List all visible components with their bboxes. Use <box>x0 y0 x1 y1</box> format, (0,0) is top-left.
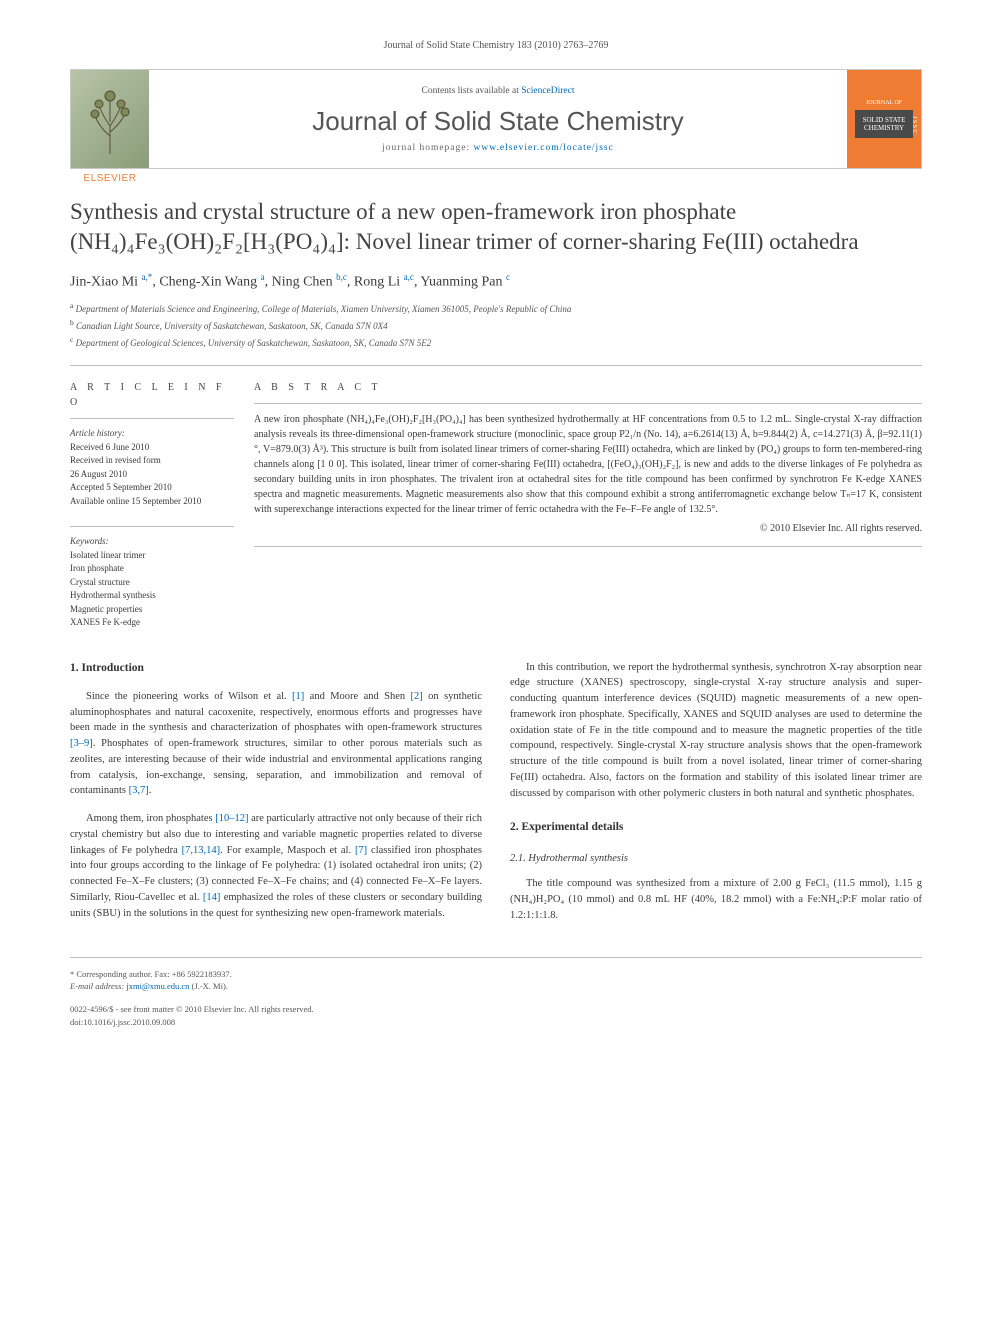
homepage-line: journal homepage: www.elsevier.com/locat… <box>382 143 614 153</box>
corresponding-author: * Corresponding author. Fax: +86 5922183… <box>70 966 922 981</box>
affiliations: a Department of Materials Science and En… <box>70 300 922 351</box>
history-revised-1: Received in revised form <box>70 454 234 468</box>
journal-title: Journal of Solid State Chemistry <box>312 106 683 137</box>
history-received: Received 6 June 2010 <box>70 441 234 455</box>
section-2-1-heading: 2.1. Hydrothermal synthesis <box>510 851 922 867</box>
body-columns: 1. Introduction Since the pioneering wor… <box>70 660 922 935</box>
keyword: XANES Fe K-edge <box>70 616 234 630</box>
ref-link[interactable]: [2] <box>411 691 423 702</box>
homepage-prefix: journal homepage: <box>382 143 473 153</box>
history-online: Available online 15 September 2010 <box>70 495 234 509</box>
section-rule <box>70 365 922 366</box>
section-2-heading: 2. Experimental details <box>510 819 922 836</box>
intro-para-1: Since the pioneering works of Wilson et … <box>70 689 482 799</box>
ref-link[interactable]: [3,7] <box>129 785 149 796</box>
affiliation-a: a Department of Materials Science and En… <box>70 300 922 317</box>
running-header: Journal of Solid State Chemistry 183 (20… <box>70 40 922 51</box>
ref-link[interactable]: [7] <box>355 845 367 856</box>
email-line: E-mail address: jxmi@xmu.edu.cn (J.-X. M… <box>70 980 922 993</box>
cover-top-label: JOURNAL OF <box>866 100 902 107</box>
sciencedirect-link[interactable]: ScienceDirect <box>521 86 574 96</box>
ref-link[interactable]: [14] <box>203 892 221 903</box>
author-list: Jin-Xiao Mi a,*, Cheng-Xin Wang a, Ning … <box>70 272 922 291</box>
article-title: Synthesis and crystal structure of a new… <box>70 197 922 258</box>
intro-para-3: In this contribution, we report the hydr… <box>510 660 922 802</box>
keyword: Isolated linear trimer <box>70 549 234 563</box>
journal-cover-thumb: JOURNAL OF SOLID STATE CHEMISTRY J S S C <box>847 70 921 168</box>
abstract-text: A new iron phosphate (NH₄)₄Fe₃(OH)₂F₂[H₃… <box>254 412 922 517</box>
ref-link[interactable]: [1] <box>292 691 304 702</box>
history-accepted: Accepted 5 September 2010 <box>70 481 234 495</box>
issn-line: 0022-4596/$ - see front matter © 2010 El… <box>70 1003 922 1016</box>
keyword: Iron phosphate <box>70 562 234 576</box>
keyword: Magnetic properties <box>70 603 234 617</box>
cover-spine: J S S C <box>910 116 917 134</box>
contents-prefix: Contents lists available at <box>421 86 521 96</box>
affiliation-c: c Department of Geological Sciences, Uni… <box>70 334 922 351</box>
homepage-link[interactable]: www.elsevier.com/locate/jssc <box>474 143 614 153</box>
synthesis-para-1: The title compound was synthesized from … <box>510 876 922 923</box>
affiliation-b: b Canadian Light Source, University of S… <box>70 317 922 334</box>
elsevier-logo-box: ELSEVIER <box>71 70 149 168</box>
cover-title: SOLID STATE CHEMISTRY <box>855 110 913 138</box>
elsevier-tree-icon <box>83 86 137 168</box>
keyword: Hydrothermal synthesis <box>70 589 234 603</box>
elsevier-label: ELSEVIER <box>84 173 137 184</box>
history-label: Article history: <box>70 427 234 441</box>
doi-line: doi:10.1016/j.jssc.2010.09.008 <box>70 1016 922 1029</box>
intro-para-2: Among them, iron phosphates [10–12] are … <box>70 811 482 921</box>
banner-middle: Contents lists available at ScienceDirec… <box>149 70 847 168</box>
keyword: Crystal structure <box>70 576 234 590</box>
page-footer: * Corresponding author. Fax: +86 5922183… <box>70 957 922 1029</box>
journal-banner: ELSEVIER Contents lists available at Sci… <box>70 69 922 169</box>
info-abstract-row: A R T I C L E I N F O Article history: R… <box>70 380 922 630</box>
abstract-heading: A B S T R A C T <box>254 380 922 395</box>
ref-link[interactable]: [10–12] <box>215 813 248 824</box>
article-info-heading: A R T I C L E I N F O <box>70 380 234 410</box>
history-revised-2: 26 August 2010 <box>70 468 234 482</box>
section-1-heading: 1. Introduction <box>70 660 482 677</box>
keywords-block: Keywords: Isolated linear trimer Iron ph… <box>70 526 234 630</box>
ref-link[interactable]: [7,13,14] <box>182 845 221 856</box>
keywords-label: Keywords: <box>70 535 234 549</box>
article-info-column: A R T I C L E I N F O Article history: R… <box>70 380 254 630</box>
abstract-column: A B S T R A C T A new iron phosphate (NH… <box>254 380 922 630</box>
email-link[interactable]: jxmi@xmu.edu.cn <box>126 981 189 991</box>
ref-link[interactable]: [3–9] <box>70 738 93 749</box>
contents-line: Contents lists available at ScienceDirec… <box>421 86 574 96</box>
abstract-copyright: © 2010 Elsevier Inc. All rights reserved… <box>254 521 922 536</box>
